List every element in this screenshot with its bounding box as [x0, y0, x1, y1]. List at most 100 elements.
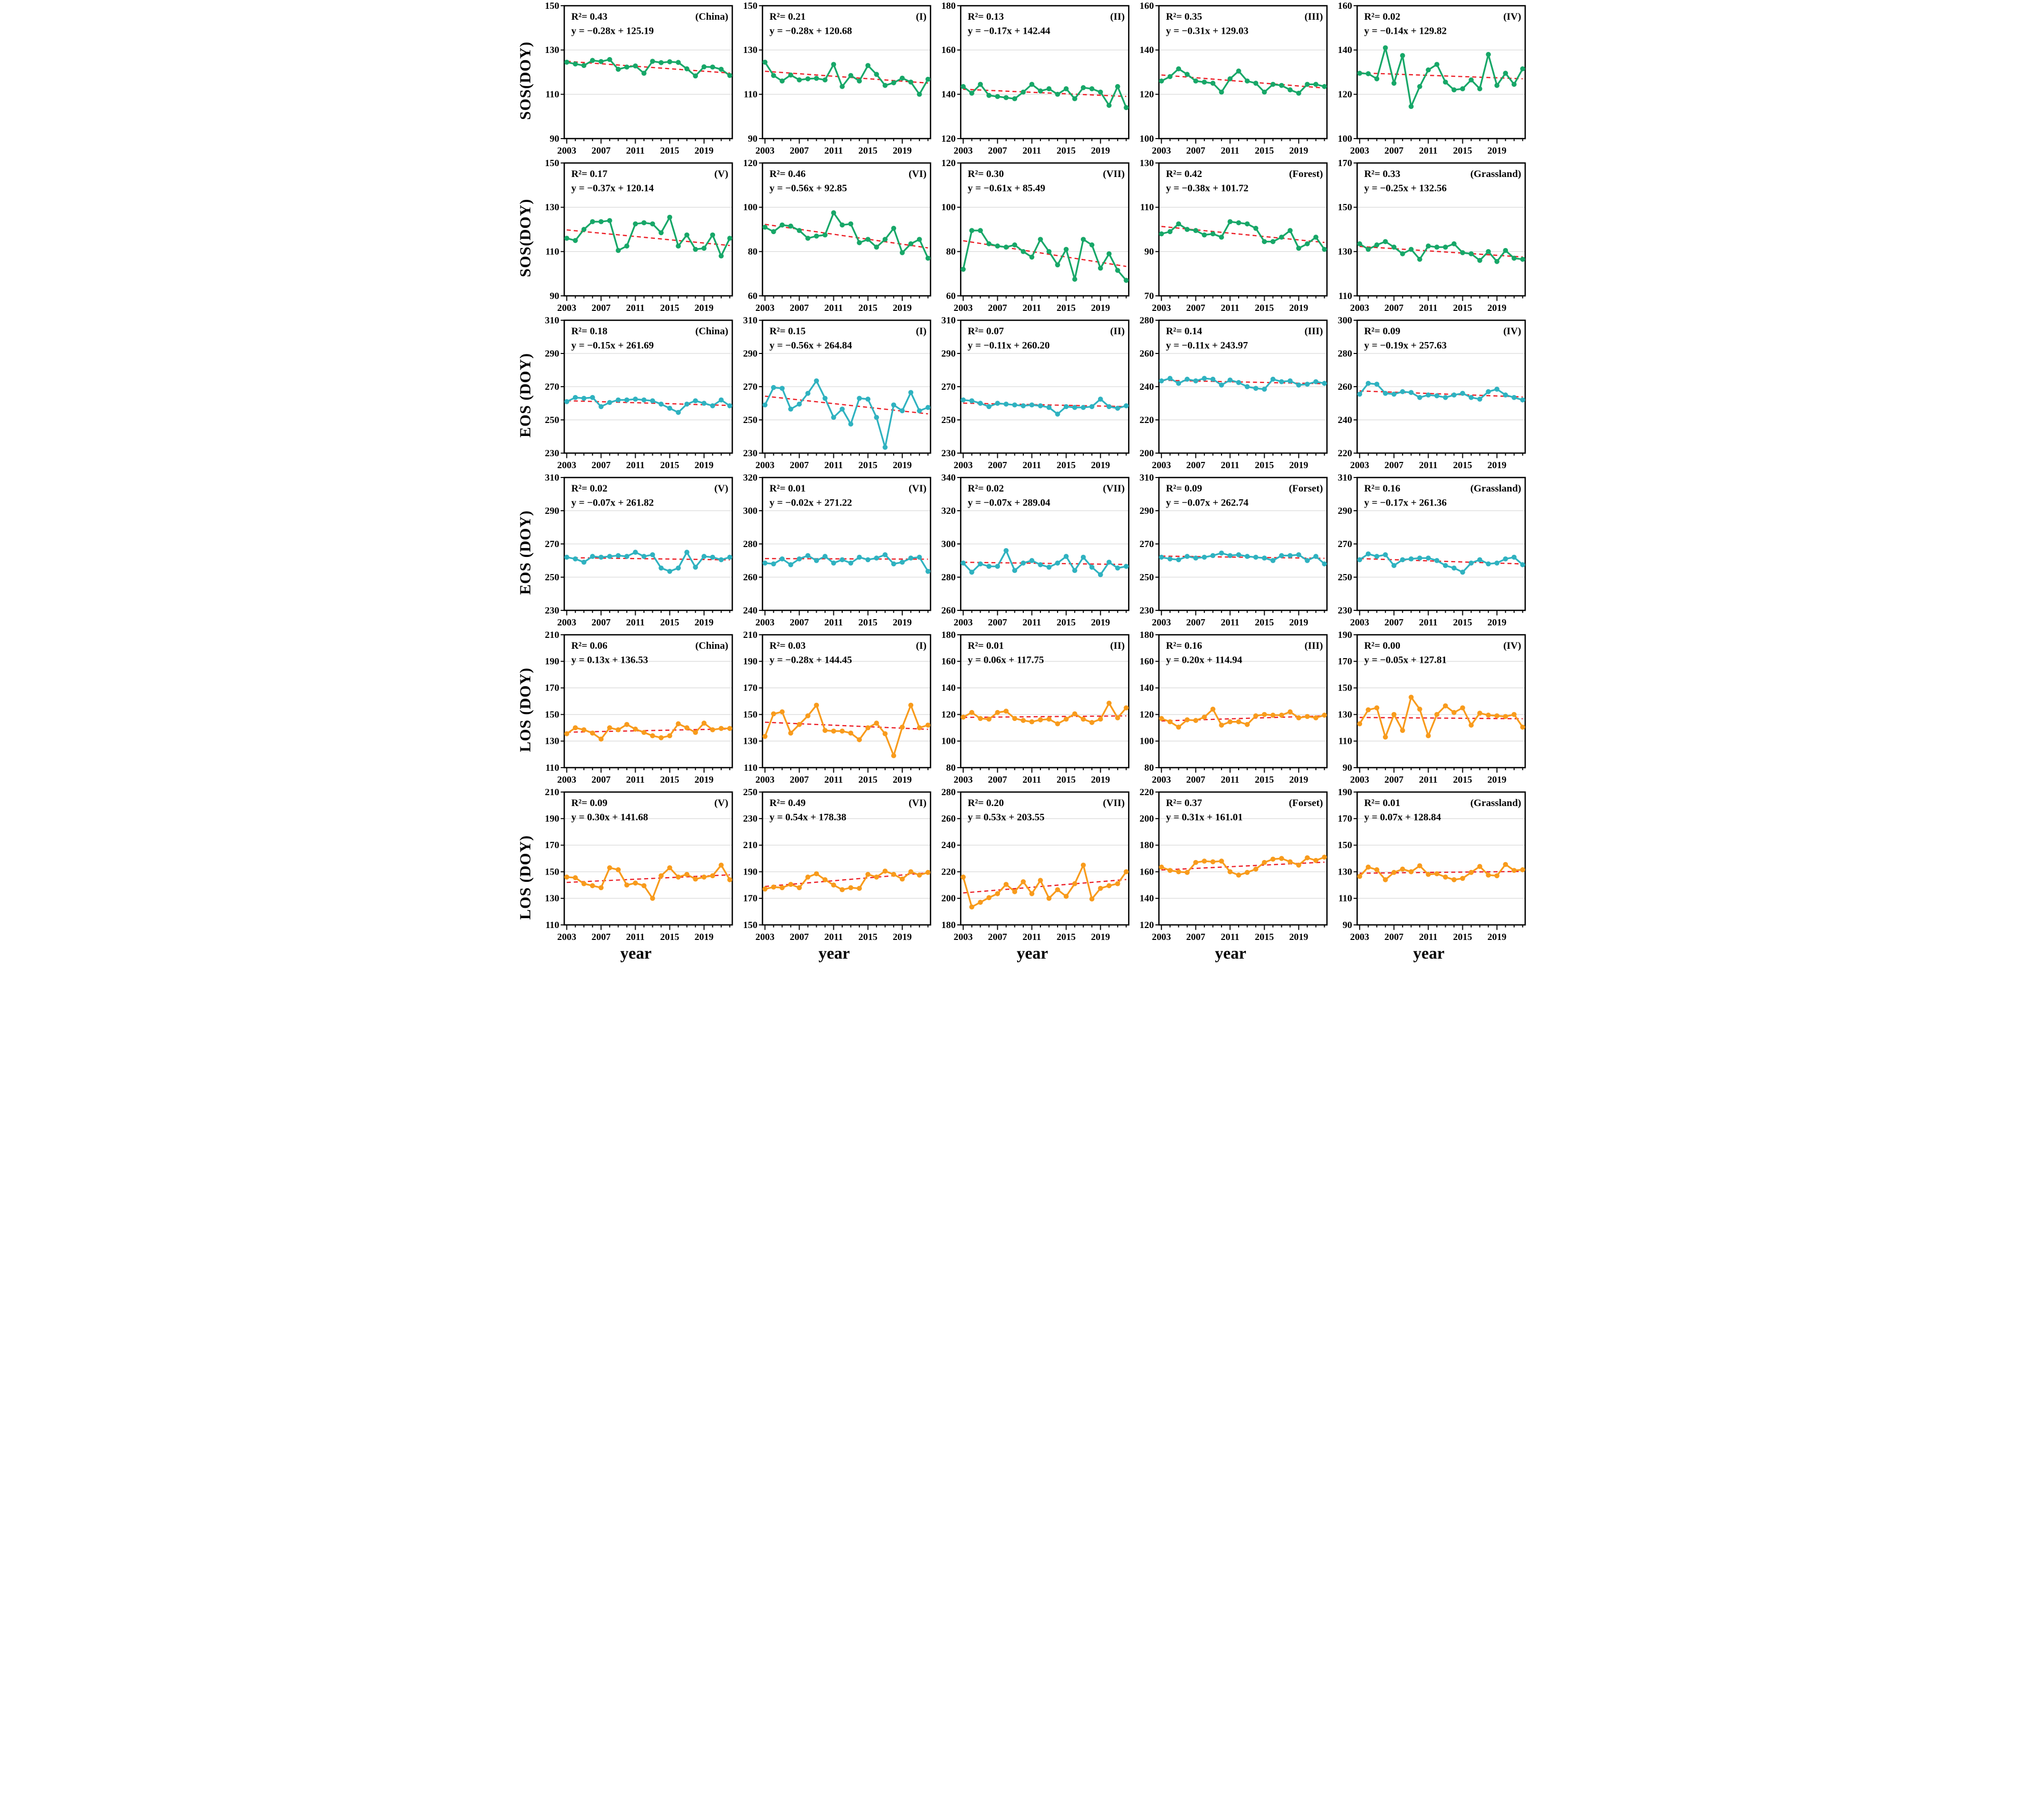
x-tick-label: 2003	[557, 932, 576, 942]
equation-label: y = −0.17x + 142.44	[967, 25, 1050, 36]
x-tick-label: 2011	[1220, 617, 1239, 627]
data-point-marker	[805, 390, 811, 396]
data-point-marker	[1089, 564, 1094, 570]
data-point-marker	[726, 554, 732, 560]
equation-label: y = −0.28x + 125.19	[571, 25, 653, 36]
data-point-marker	[1227, 719, 1232, 725]
y-tick-label: 340	[941, 474, 956, 483]
equation-label: y = −0.17x + 261.36	[1364, 497, 1446, 508]
data-point-marker	[839, 557, 845, 563]
data-series-line	[962, 229, 1127, 281]
data-point-marker	[1511, 81, 1517, 87]
data-point-marker	[572, 875, 578, 880]
data-point-marker	[1313, 81, 1319, 87]
data-point-marker	[1261, 712, 1267, 717]
data-point-marker	[1115, 715, 1120, 720]
y-tick-label: 130	[1338, 709, 1352, 719]
y-tick-label: 150	[1338, 840, 1352, 850]
data-point-marker	[1321, 854, 1327, 860]
x-tick-label: 2015	[858, 460, 877, 470]
y-tick-label: 80	[946, 246, 955, 256]
data-series-line	[1359, 47, 1524, 107]
y-tick-label: 160	[1338, 2, 1352, 11]
data-point-marker	[1417, 706, 1422, 712]
y-tick-label: 290	[743, 348, 758, 359]
data-point-marker	[1184, 72, 1190, 77]
data-point-marker	[1063, 716, 1068, 722]
y-tick-label: 230	[1140, 605, 1154, 616]
data-point-marker	[1519, 397, 1525, 403]
x-tick-label: 2011	[1220, 303, 1239, 313]
data-point-marker	[1054, 411, 1060, 417]
data-point-marker	[969, 710, 975, 715]
data-point-marker	[598, 885, 603, 891]
data-point-marker	[1494, 873, 1500, 879]
data-point-marker	[718, 862, 724, 868]
data-point-marker	[865, 63, 870, 69]
data-point-marker	[1313, 235, 1319, 240]
data-point-marker	[1037, 717, 1043, 722]
x-tick-label: 2003	[1151, 303, 1171, 313]
x-tick-label: 2015	[1453, 145, 1472, 156]
data-point-marker	[667, 405, 672, 411]
data-point-marker	[1425, 243, 1431, 249]
data-point-marker	[641, 397, 647, 403]
data-point-marker	[1192, 228, 1198, 233]
data-point-marker	[1502, 392, 1508, 398]
data-point-marker	[1304, 558, 1310, 563]
y-tick-label: 100	[1338, 133, 1352, 144]
panel-tag: (II)	[1110, 640, 1124, 651]
plot-border	[959, 319, 1129, 454]
data-point-marker	[882, 868, 888, 874]
data-point-marker	[667, 59, 672, 64]
data-point-marker	[1029, 254, 1034, 260]
data-point-marker	[675, 410, 681, 415]
x-tick-label: 2003	[557, 145, 576, 156]
data-point-marker	[890, 402, 896, 408]
data-point-marker	[796, 401, 802, 407]
data-point-marker	[1227, 76, 1232, 81]
data-point-marker	[633, 63, 638, 69]
data-point-marker	[598, 554, 603, 560]
data-point-marker	[925, 722, 930, 728]
data-point-marker	[1080, 405, 1086, 410]
data-point-marker	[1279, 83, 1284, 88]
data-point-marker	[831, 62, 836, 67]
data-point-marker	[1296, 90, 1301, 96]
data-point-marker	[1425, 733, 1431, 739]
data-point-marker	[589, 58, 595, 63]
panel-tag: (III)	[1304, 640, 1323, 651]
chart-panel: 90 110 130 150 2003 2007 2011 2015 2019 R²= 0.17 y…	[537, 159, 735, 317]
data-point-marker	[1374, 867, 1379, 872]
x-tick-label: 2011	[1419, 774, 1437, 785]
chart-svg: 100 120 140 160 2003 2007 2011 2015 2019 R²= 0.02…	[1338, 2, 1526, 156]
x-tick-label: 2011	[626, 145, 644, 156]
data-point-marker	[822, 728, 828, 733]
data-point-marker	[796, 721, 802, 727]
chart-panel: 90 110 130 150 2003 2007 2011 2015 2019 R²= 0.21 y…	[735, 2, 934, 159]
equation-label: y = −0.07x + 262.74	[1165, 497, 1248, 508]
trend-line	[764, 558, 928, 560]
data-point-marker	[1485, 872, 1491, 878]
data-point-marker	[718, 557, 724, 563]
data-point-marker	[814, 378, 819, 384]
data-point-marker	[788, 882, 793, 887]
data-point-marker	[1391, 80, 1396, 86]
data-point-marker	[1244, 870, 1250, 875]
r2-label: R²= 0.37	[1165, 798, 1202, 809]
data-point-marker	[814, 871, 819, 877]
data-point-marker	[771, 385, 776, 390]
data-point-marker	[1037, 88, 1043, 94]
equation-label: y = −0.02x + 271.22	[769, 497, 852, 508]
r2-label: R²= 0.20	[967, 798, 1004, 809]
data-point-marker	[899, 408, 905, 414]
data-point-marker	[796, 228, 802, 233]
y-tick-label: 170	[743, 893, 758, 904]
figure-row: EOS (DOY) 230 250 270 290 310 2003 2007 2011 2015…	[514, 317, 1530, 474]
equation-label: y = 0.06x + 117.75	[967, 654, 1044, 665]
y-tick-label: 90	[1342, 920, 1352, 930]
data-point-marker	[822, 77, 828, 83]
data-point-marker	[822, 232, 828, 238]
x-tick-label: 2011	[1022, 774, 1041, 785]
data-point-marker	[1106, 404, 1112, 410]
